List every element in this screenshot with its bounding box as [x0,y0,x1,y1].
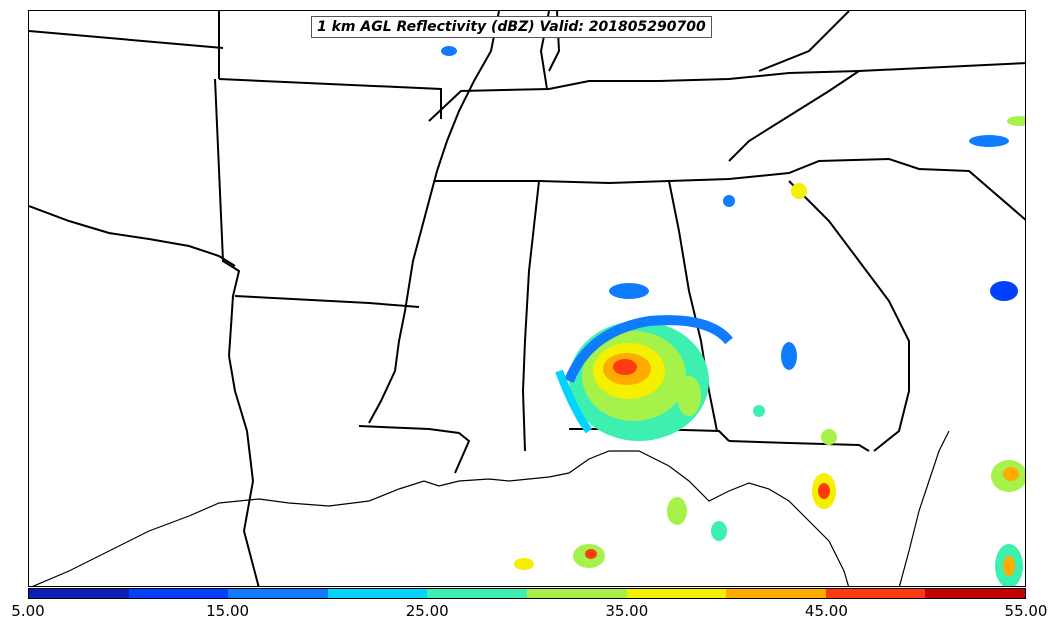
colorbar-tick-label: 25.00 [405,602,449,620]
virginia-border [758,11,850,72]
colorbar-segment [825,589,926,598]
missouri-south-border [218,78,442,119]
louisiana-mississippi-south-border [358,425,471,474]
nc-virginia-border [728,70,860,162]
missouri-arkansas-border [214,78,241,357]
texas-oklahoma-border [29,205,236,267]
georgia-florida-border [728,440,870,452]
colorbar-tick-label: 15.00 [206,602,250,620]
map-title: 1 km AGL Reflectivity (dBZ) Valid: 20180… [311,16,712,38]
colorbar-segment [128,589,229,598]
colorbar-tick-label: 5.00 [11,602,45,620]
map-frame [28,10,1026,587]
colorbar-segment [726,589,826,598]
kansas-missouri-north-border [29,30,224,49]
reflectivity-map [29,11,1025,586]
alabama-georgia-border [668,180,718,432]
colorbar-segment [228,589,328,598]
colorbar-tick-label: 35.00 [605,602,649,620]
colorbar-segment [427,589,527,598]
colorbar [28,588,1026,599]
colorbar-segment [29,589,129,598]
georgia-carolina-border [668,157,1025,221]
state-boundaries [29,11,1025,586]
mississippi-river [368,11,500,424]
colorbar-segment [925,589,1025,598]
tennessee-north-border [428,62,1025,122]
louisiana-west-border [228,355,260,586]
georgia-east-coast [788,180,910,452]
precipitation-echoes [441,46,1025,586]
coastline [32,430,950,586]
colorbar-segment [526,589,627,598]
colorbar-tick-label: 55.00 [1004,602,1048,620]
mississippi-alabama-border [521,180,540,452]
colorbar-tick-label: 45.00 [804,602,848,620]
arkansas-louisiana-border [234,295,420,308]
colorbar-segment [327,589,428,598]
tennessee-south-border [434,180,670,185]
colorbar-segment [626,589,727,598]
